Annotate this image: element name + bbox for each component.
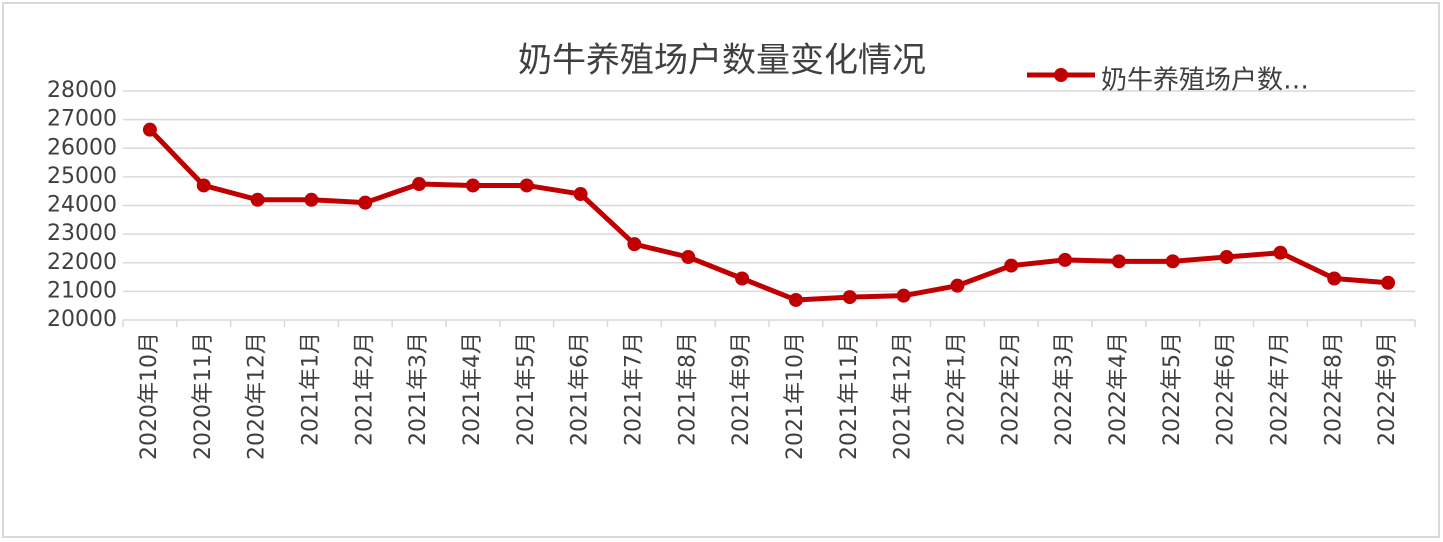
x-tick-label: 2021年2月 bbox=[352, 332, 377, 446]
data-point bbox=[735, 271, 750, 286]
data-point bbox=[842, 290, 857, 305]
y-tick-label: 22000 bbox=[47, 250, 117, 275]
y-tick-label: 24000 bbox=[47, 193, 117, 218]
y-tick-label: 26000 bbox=[47, 135, 117, 160]
x-tick-label: 2022年4月 bbox=[1106, 332, 1131, 446]
data-point bbox=[573, 187, 588, 202]
y-tick-label: 23000 bbox=[47, 221, 117, 246]
data-point bbox=[1273, 245, 1288, 260]
data-point bbox=[627, 237, 642, 252]
data-point bbox=[465, 178, 480, 193]
x-tick-label: 2022年8月 bbox=[1321, 332, 1346, 446]
data-point bbox=[1165, 254, 1180, 269]
data-point bbox=[519, 178, 534, 193]
data-point bbox=[950, 278, 965, 293]
x-tick-label: 2021年7月 bbox=[621, 332, 646, 446]
x-tick-label: 2021年6月 bbox=[568, 332, 593, 446]
x-tick-label: 2021年8月 bbox=[675, 332, 700, 446]
x-tick-label: 2020年11月 bbox=[191, 332, 216, 460]
x-tick-label: 2021年3月 bbox=[406, 332, 431, 446]
data-point bbox=[196, 178, 211, 193]
x-tick-label: 2021年5月 bbox=[514, 332, 539, 446]
x-tick-label: 2020年10月 bbox=[137, 332, 162, 460]
y-tick-label: 21000 bbox=[47, 278, 117, 303]
x-tick-label: 2021年12月 bbox=[891, 332, 916, 460]
y-tick-label: 28000 bbox=[47, 78, 117, 103]
legend-label: 奶牛养殖场户数… bbox=[1101, 66, 1309, 96]
x-tick-label: 2021年4月 bbox=[460, 332, 485, 446]
data-point bbox=[412, 177, 427, 192]
data-point bbox=[1327, 271, 1342, 286]
data-point bbox=[250, 192, 265, 207]
y-tick-label: 20000 bbox=[47, 307, 117, 332]
chart-title: 奶牛养殖场户数量变化情况 bbox=[518, 41, 926, 81]
data-point bbox=[1111, 254, 1126, 269]
data-point bbox=[681, 250, 696, 265]
data-point bbox=[788, 292, 803, 307]
x-tick-label: 2022年1月 bbox=[944, 332, 969, 446]
x-tick-label: 2021年11月 bbox=[837, 332, 862, 460]
x-tick-label: 2021年1月 bbox=[298, 332, 323, 446]
data-point bbox=[896, 288, 911, 303]
legend-marker bbox=[1054, 68, 1068, 82]
x-tick-label: 2022年3月 bbox=[1052, 332, 1077, 446]
y-tick-label: 25000 bbox=[47, 164, 117, 189]
x-tick-label: 2022年9月 bbox=[1375, 332, 1400, 446]
x-tick-label: 2022年2月 bbox=[998, 332, 1023, 446]
data-point bbox=[358, 195, 373, 210]
data-point bbox=[1219, 250, 1234, 265]
x-tick-label: 2022年5月 bbox=[1160, 332, 1185, 446]
series-line bbox=[148, 127, 1389, 303]
x-tick-label: 2022年6月 bbox=[1214, 332, 1239, 446]
data-point bbox=[1004, 258, 1019, 273]
data-point bbox=[1381, 275, 1396, 290]
data-point bbox=[142, 122, 157, 137]
x-tick-label: 2021年9月 bbox=[729, 332, 754, 446]
data-point bbox=[1058, 252, 1073, 267]
x-tick-label: 2022年7月 bbox=[1267, 332, 1292, 446]
x-tick-label: 2021年10月 bbox=[783, 332, 808, 460]
y-tick-label: 27000 bbox=[47, 107, 117, 132]
data-point bbox=[304, 192, 319, 207]
x-tick-label: 2020年12月 bbox=[245, 332, 270, 460]
